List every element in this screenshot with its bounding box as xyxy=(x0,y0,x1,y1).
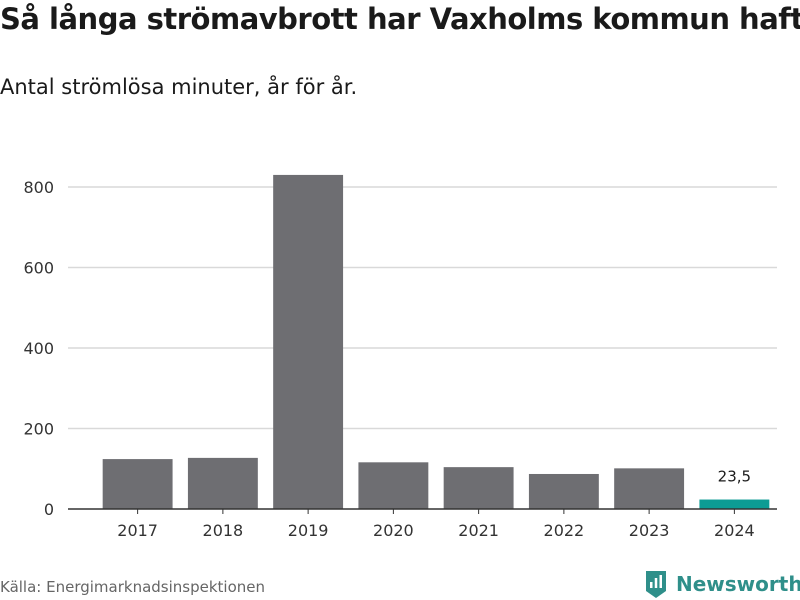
bar-2022 xyxy=(528,473,599,509)
x-tick-label: 2018 xyxy=(203,521,244,540)
x-tick-label: 2017 xyxy=(117,521,158,540)
y-tick-labels: 0 200 400 600 800 xyxy=(23,178,54,519)
x-tick-label: 2024 xyxy=(714,521,755,540)
bar-2021 xyxy=(443,467,514,509)
x-tick-label: 2022 xyxy=(544,521,585,540)
bar-2023 xyxy=(614,468,685,509)
source-note: Källa: Energimarknadsinspektionen xyxy=(0,578,266,596)
x-tick-label: 2023 xyxy=(629,521,670,540)
y-tick-label: 600 xyxy=(23,259,54,278)
y-tick-label: 200 xyxy=(23,420,54,439)
bar-2020 xyxy=(358,462,429,509)
newsworthy-logo-icon xyxy=(646,571,666,598)
chart-subtitle: Antal strömlösa minuter, år för år. xyxy=(0,75,358,99)
bars xyxy=(102,174,770,510)
brand-name: Newsworthy xyxy=(676,572,800,596)
y-tick-label: 800 xyxy=(23,178,54,197)
bar-2019 xyxy=(273,174,344,510)
data-labels: 23,5 xyxy=(718,468,751,486)
x-tick-labels: 2017 2018 2019 2020 2021 2022 2023 2024 xyxy=(117,509,755,540)
x-tick-label: 2020 xyxy=(373,521,414,540)
bar-2024 xyxy=(699,499,770,509)
brand-logo: Newsworthy xyxy=(644,568,800,600)
gridlines xyxy=(68,186,777,430)
y-tick-label: 0 xyxy=(44,500,54,519)
data-label: 23,5 xyxy=(718,468,751,486)
bar-2017 xyxy=(102,459,173,509)
chart-title: Så långa strömavbrott har Vaxholms kommu… xyxy=(0,2,800,36)
x-tick-label: 2019 xyxy=(288,521,329,540)
x-tick-label: 2021 xyxy=(458,521,499,540)
bar-2018 xyxy=(187,457,258,509)
y-tick-label: 400 xyxy=(23,339,54,358)
